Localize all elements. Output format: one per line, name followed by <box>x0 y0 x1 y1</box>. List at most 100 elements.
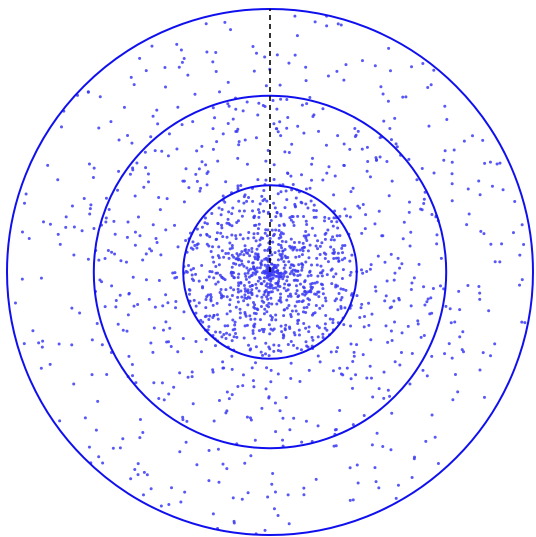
scatter-point <box>252 325 256 329</box>
scatter-point <box>493 260 497 264</box>
scatter-point <box>522 243 526 247</box>
scatter-point <box>302 286 306 290</box>
scatter-point <box>332 275 336 279</box>
scatter-point <box>364 213 368 217</box>
scatter-point <box>393 271 397 275</box>
scatter-point <box>300 253 304 257</box>
scatter-point <box>351 186 355 190</box>
scatter-point <box>194 311 198 315</box>
scatter-point <box>173 223 177 227</box>
scatter-point <box>264 352 267 356</box>
scatter-point <box>315 324 319 328</box>
scatter-point <box>97 258 101 262</box>
scatter-point <box>164 85 167 89</box>
scatter-point <box>212 419 216 423</box>
scatter-point <box>304 419 308 423</box>
scatter-point <box>283 206 287 210</box>
scatter-point <box>298 379 302 383</box>
scatter-point <box>143 150 147 154</box>
scatter-point <box>348 147 352 151</box>
scatter-point <box>125 235 129 239</box>
scatter-point <box>252 385 256 389</box>
scatter-point <box>277 224 281 228</box>
scatter-point <box>288 326 292 330</box>
scatter-point <box>307 325 311 329</box>
scatter-point <box>157 279 161 282</box>
scatter-point <box>316 247 320 251</box>
scatter-point <box>272 343 276 347</box>
scatter-point <box>325 328 329 332</box>
scatter-point <box>369 376 373 380</box>
scatter-point <box>281 249 285 253</box>
scatter-point <box>236 290 240 294</box>
scatter-point <box>262 209 266 213</box>
scatter-point <box>293 333 297 337</box>
scatter-point <box>283 263 287 267</box>
scatter-point <box>78 311 82 315</box>
scatter-point <box>272 270 276 274</box>
scatter-point <box>130 141 134 145</box>
scatter-point <box>228 303 232 307</box>
scatter-point <box>272 349 276 353</box>
scatter-point <box>243 138 247 142</box>
scatter-point <box>400 331 404 335</box>
scatter-point <box>335 234 339 238</box>
scatter-point <box>91 176 95 180</box>
scatter-point <box>157 396 161 400</box>
scatter-point <box>320 274 324 278</box>
scatter-point <box>323 257 327 261</box>
scatter-point <box>359 306 363 310</box>
scatter-point <box>288 266 292 270</box>
scatter-point <box>422 201 426 205</box>
scatter-point <box>215 237 219 241</box>
scatter-point <box>301 263 305 267</box>
scatter-point <box>310 178 314 182</box>
scatter-point <box>257 329 261 333</box>
scatter-point <box>70 204 74 208</box>
scatter-point <box>194 272 198 276</box>
scatter-point <box>205 295 209 299</box>
scatter-point <box>256 232 260 236</box>
scatter-point <box>207 325 211 329</box>
scatter-point <box>351 360 355 364</box>
scatter-point <box>197 301 201 305</box>
scatter-point <box>201 285 205 289</box>
scatter-point <box>178 371 182 375</box>
scatter-point <box>348 273 352 277</box>
scatter-point <box>181 415 185 419</box>
scatter-point <box>282 274 286 278</box>
scatter-point <box>243 287 247 291</box>
scatter-point <box>215 231 219 235</box>
scatter-point <box>267 271 271 275</box>
scatter-point <box>204 22 208 26</box>
scatter-point <box>218 90 221 94</box>
scatter-point <box>257 210 261 214</box>
scatter-point <box>304 260 308 264</box>
scatter-point <box>184 167 188 171</box>
scatter-point <box>396 256 400 260</box>
scatter-point <box>107 208 111 211</box>
scatter-point <box>255 247 259 251</box>
scatter-point <box>338 234 342 238</box>
scatter-point <box>264 159 268 163</box>
scatter-point <box>274 215 278 219</box>
scatter-point <box>283 254 287 258</box>
scatter-point <box>304 202 308 206</box>
scatter-point <box>112 219 116 223</box>
scatter-point <box>60 125 63 129</box>
scatter-point <box>257 215 261 219</box>
scatter-point <box>316 274 320 278</box>
scatter-point <box>298 282 302 286</box>
scatter-point <box>289 340 293 344</box>
scatter-point <box>428 312 432 316</box>
scatter-point <box>394 142 398 146</box>
scatter-point <box>230 294 234 298</box>
scatter-point <box>272 177 276 181</box>
scatter-point <box>116 188 120 192</box>
scatter-point <box>243 293 247 297</box>
scatter-point <box>175 147 179 151</box>
scatter-point <box>453 372 457 376</box>
scatter-point <box>487 309 491 313</box>
scatter-point <box>262 330 266 334</box>
